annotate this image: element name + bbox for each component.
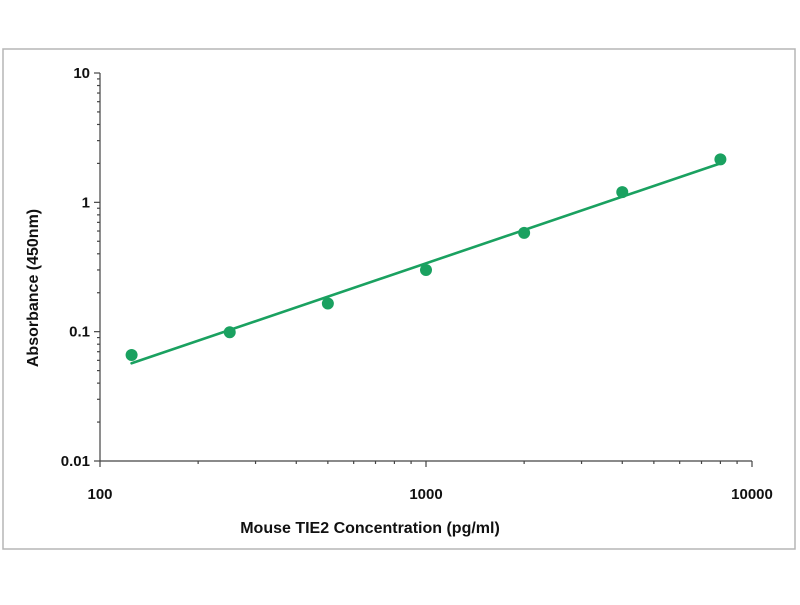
y-tick-label: 1 [82,194,90,211]
y-tick-label: 0.01 [61,453,90,470]
data-point [420,263,432,276]
y-tick-label: 10 [73,65,90,82]
x-tick-label: 1000 [409,486,442,503]
y-tick-label: 0.1 [69,324,90,341]
axes-layer [94,72,753,467]
x-tick-label: 100 [87,486,112,503]
data-points-layer [125,153,727,362]
data-point [321,297,334,310]
tick-labels-layer: 10 1 0.1 0.01 100 1000 10000 [61,65,773,503]
data-point [518,226,531,239]
data-point [714,153,727,166]
data-point [125,349,138,362]
y-axis-title: Absorbance (450nm) [25,209,42,367]
chart-border [2,48,796,550]
x-axis-title: Mouse TIE2 Concentration (pg/ml) [240,520,500,537]
x-tick-label: 10000 [731,486,773,503]
data-point [616,186,629,199]
data-point [223,326,236,339]
